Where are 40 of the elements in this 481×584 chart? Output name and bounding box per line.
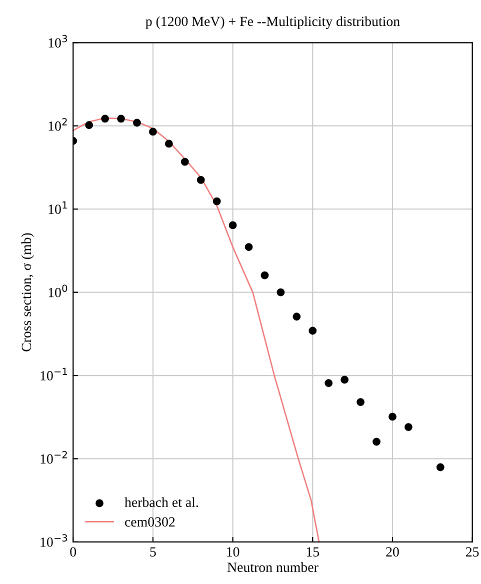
point (340, 376, 349, 384)
point (133, 118, 141, 127)
y-tick-label: 10$^{2}$ (48, 118, 67, 131)
x-tick-label: 5 (150, 547, 156, 557)
point (356, 398, 365, 406)
y-axis-title: Cross section, σ (mb) (21, 233, 34, 352)
point (101, 114, 110, 123)
point (180, 158, 189, 166)
legend-label: cem0302 (125, 517, 175, 527)
point (292, 312, 301, 321)
point (260, 271, 269, 280)
point (372, 438, 380, 446)
point (324, 379, 333, 388)
chart-title: p (1200 MeV) + Fe --Multiplicity distribution (146, 16, 400, 29)
point (228, 221, 237, 230)
point (244, 243, 253, 251)
y-tick-label: 10$^{−2}$ (40, 451, 67, 464)
point (117, 114, 125, 123)
point (308, 326, 317, 335)
y-tick-label: 10$^{1}$ (48, 201, 67, 214)
x-axis-title: Neutron number (227, 562, 318, 572)
y-tick-label: 10$^{0}$ (48, 284, 68, 298)
point (149, 128, 157, 136)
x-tick-label: 10 (227, 547, 240, 557)
x-tick-label: 0 (70, 547, 76, 557)
point (196, 176, 205, 184)
x-tick-label: 20 (386, 547, 399, 557)
point (276, 288, 285, 296)
y-tick-label: 10$^{3}$ (48, 34, 67, 48)
point (164, 140, 173, 148)
y-tick-label: 10$^{−1}$ (40, 368, 67, 380)
y-tick-label: 10$^{−3}$ (40, 534, 68, 547)
point (85, 121, 94, 130)
x-tick-label: 25 (466, 547, 479, 557)
x-tick-label: 15 (306, 547, 320, 557)
point (404, 423, 412, 432)
point (436, 463, 444, 472)
legend-label: herbach et al. (124, 497, 198, 508)
point (212, 197, 221, 206)
point (388, 412, 396, 421)
